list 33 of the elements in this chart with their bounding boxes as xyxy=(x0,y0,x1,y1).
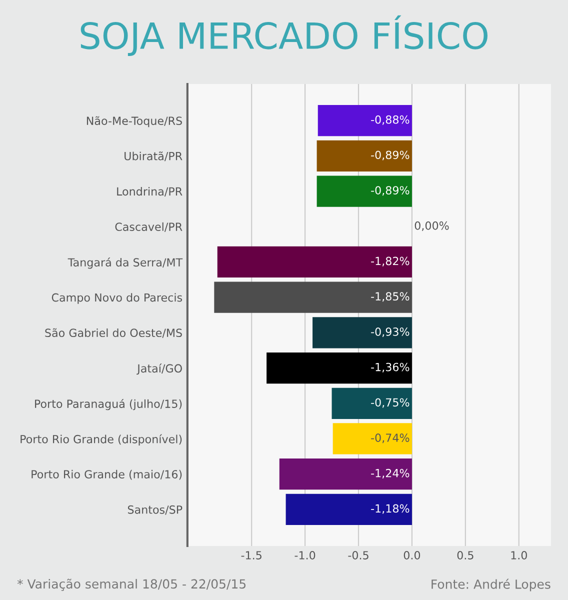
data-label: -0,89% xyxy=(371,150,410,160)
y-tick-label: Cascavel/PR xyxy=(115,222,182,232)
chart-title: SOJA MERCADO FÍSICO xyxy=(80,15,488,56)
y-tick-label: Santos/SP xyxy=(128,505,182,515)
data-label: -1,24% xyxy=(371,468,410,478)
data-label: -0,74% xyxy=(371,434,410,444)
y-tick-label: Porto Rio Grande (maio/16) xyxy=(32,470,182,480)
data-label: -1,18% xyxy=(371,504,410,514)
data-label: -1,36% xyxy=(371,362,410,372)
y-tick-label: Não-Me-Toque/RS xyxy=(86,116,182,128)
x-tick-label: 0.5 xyxy=(457,551,474,560)
x-tick-label: 0.0 xyxy=(404,551,420,560)
y-tick-label: Ubiratã/PR xyxy=(124,152,182,162)
source-note: Fonte: André Lopes xyxy=(432,578,550,592)
text: * Variação semanal 18/05 - 22/05/15 xyxy=(17,578,246,591)
data-label: -1,82% xyxy=(371,256,410,266)
data-label: -0,93% xyxy=(371,327,410,338)
x-tick-label: 1.0 xyxy=(511,551,527,560)
data-label: -0,89% xyxy=(371,186,410,196)
data-label: 0,00% xyxy=(414,221,449,231)
x-tick-label: -0.5 xyxy=(348,551,368,560)
y-tick-label: Jataí/GO xyxy=(136,364,182,375)
data-label: -0,88% xyxy=(371,115,410,125)
y-tick-label: Porto Rio Grande (disponível) xyxy=(20,434,182,446)
data-label: -1,85% xyxy=(371,292,410,302)
y-tick-label: São Gabriel do Oeste/MS xyxy=(45,328,182,338)
y-tick-label: Porto Paranaguá (julho/15) xyxy=(35,398,182,410)
y-tick-label: Londrina/PR xyxy=(117,187,182,197)
data-label: -0,75% xyxy=(371,398,410,408)
y-tick-label: Campo Novo do Parecis xyxy=(52,293,182,304)
y-tick-label: Tangará da Serra/MT xyxy=(68,258,183,269)
x-tick-label: -1.5 xyxy=(241,551,262,560)
x-tick-label: -1.0 xyxy=(294,551,316,560)
